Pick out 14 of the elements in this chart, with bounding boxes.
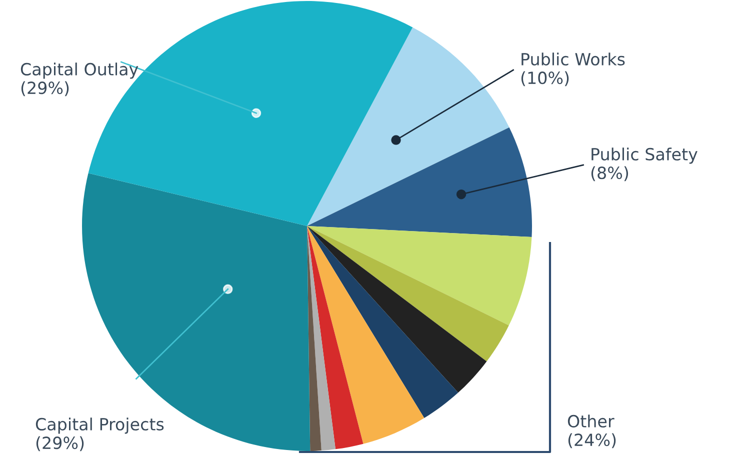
slice-label: Capital Projects (29%) — [36, 418, 164, 452]
slice-label: Public Works (10%) — [521, 52, 625, 86]
pie-slice — [307, 226, 458, 418]
pie-slice — [307, 127, 532, 237]
slice-label: Public Safety (8%) — [591, 148, 698, 182]
pie-slice — [307, 226, 336, 451]
pie-slice — [307, 226, 532, 326]
slice-label: Capital Outlay (29%) — [20, 62, 138, 96]
pie-slice — [307, 27, 510, 226]
pie-slice — [307, 226, 364, 450]
pie-slice — [307, 226, 509, 362]
pie-slice — [307, 226, 424, 444]
pie-slice — [307, 226, 487, 393]
text: Other (24%) — [568, 414, 616, 448]
